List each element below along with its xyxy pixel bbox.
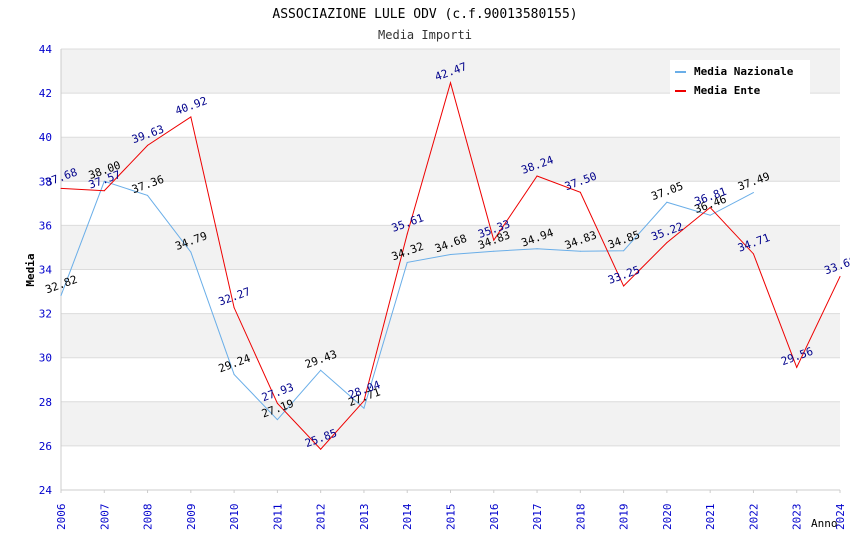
x-tick-label: 2015	[445, 504, 458, 531]
x-tick-label: 2021	[704, 504, 717, 531]
y-tick-label: 26	[39, 440, 52, 453]
plot-background-bands	[61, 49, 840, 446]
data-point	[666, 242, 668, 244]
legend-label-media-nazionale: Media Nazionale	[694, 65, 794, 78]
data-point	[493, 239, 495, 241]
data-point	[752, 253, 754, 255]
y-tick-label: 44	[39, 43, 53, 56]
data-label: 40.92	[173, 94, 209, 118]
legend-label-media-ente: Media Ente	[694, 84, 761, 97]
data-point	[406, 233, 408, 235]
data-point	[450, 254, 451, 256]
legend-box	[670, 60, 810, 98]
data-point	[839, 276, 841, 278]
x-tick-label: 2016	[488, 504, 501, 531]
y-tick-label: 32	[39, 308, 52, 321]
y-tick-label: 42	[39, 87, 52, 100]
chart-subtitle: Media Importi	[378, 28, 472, 42]
axes	[60, 49, 841, 493]
data-point	[450, 82, 451, 84]
x-tick-label: 2019	[618, 504, 631, 531]
x-tick-label: 2011	[271, 504, 284, 531]
x-tick-label: 2024	[834, 503, 847, 530]
plot-band	[61, 313, 840, 358]
x-tick-label: 2006	[55, 504, 68, 531]
y-axis-label: Media	[24, 253, 37, 286]
data-point	[363, 400, 365, 402]
plot-band	[61, 137, 840, 182]
chart-title: ASSOCIAZIONE LULE ODV (c.f.90013580155)	[272, 7, 577, 22]
data-point	[147, 194, 149, 196]
y-tick-label: 24	[39, 484, 53, 497]
x-tick-label: 2023	[791, 504, 804, 531]
plot-band	[61, 401, 840, 446]
data-point	[147, 144, 149, 146]
data-point	[623, 285, 625, 287]
x-tick-label: 2008	[142, 504, 155, 531]
data-point	[536, 175, 538, 177]
x-tick-label: 2012	[315, 504, 328, 531]
data-point	[666, 201, 668, 203]
data-point	[320, 369, 322, 371]
legend: Media Nazionale Media Ente	[670, 60, 810, 98]
data-point	[103, 180, 105, 182]
x-tick-label: 2010	[228, 504, 241, 531]
series-lines	[60, 80, 841, 450]
data-point	[320, 448, 322, 450]
data-label: 32.27	[217, 285, 253, 309]
x-tick-labels: 2006 2007 2008 2009 2010 2011 2012 2013 2014 2015…	[55, 503, 847, 530]
data-point	[709, 207, 711, 209]
x-tick-label: 2007	[98, 504, 111, 531]
data-point	[536, 248, 538, 250]
x-tick-label: 2009	[185, 504, 198, 531]
x-tick-label: 2022	[747, 504, 760, 531]
data-point	[796, 366, 798, 368]
data-point	[103, 190, 105, 192]
y-tick-label: 28	[39, 396, 52, 409]
data-point	[190, 251, 192, 253]
data-point	[579, 250, 581, 252]
data-point	[752, 192, 754, 194]
grid-lines	[61, 48, 840, 491]
y-tick-label: 40	[39, 131, 52, 144]
y-tick-label: 34	[39, 264, 53, 277]
data-point	[579, 191, 581, 193]
data-point	[60, 187, 62, 189]
data-point	[623, 250, 625, 252]
plot-band	[61, 225, 840, 270]
data-point	[709, 214, 711, 216]
y-tick-label: 38	[39, 175, 52, 188]
x-tick-label: 2018	[574, 504, 587, 531]
data-label: 37.05	[649, 180, 685, 204]
y-tick-labels: 24 26 28 30 32 34 36 38 40 42 44	[39, 43, 53, 497]
x-tick-label: 2017	[531, 504, 544, 531]
data-point	[493, 250, 495, 252]
x-tick-label: 2014	[401, 503, 414, 530]
x-tick-label: 2020	[661, 504, 674, 531]
data-point	[276, 419, 278, 421]
x-axis-label: Anno	[811, 517, 838, 530]
data-point	[406, 261, 408, 263]
data-point	[233, 373, 235, 375]
y-tick-label: 30	[39, 352, 52, 365]
data-point	[276, 402, 278, 404]
data-point	[363, 407, 365, 409]
y-tick-label: 36	[39, 219, 52, 232]
data-point	[190, 116, 192, 118]
x-tick-label: 2013	[358, 504, 371, 531]
data-point	[233, 307, 235, 309]
data-point	[60, 295, 62, 297]
